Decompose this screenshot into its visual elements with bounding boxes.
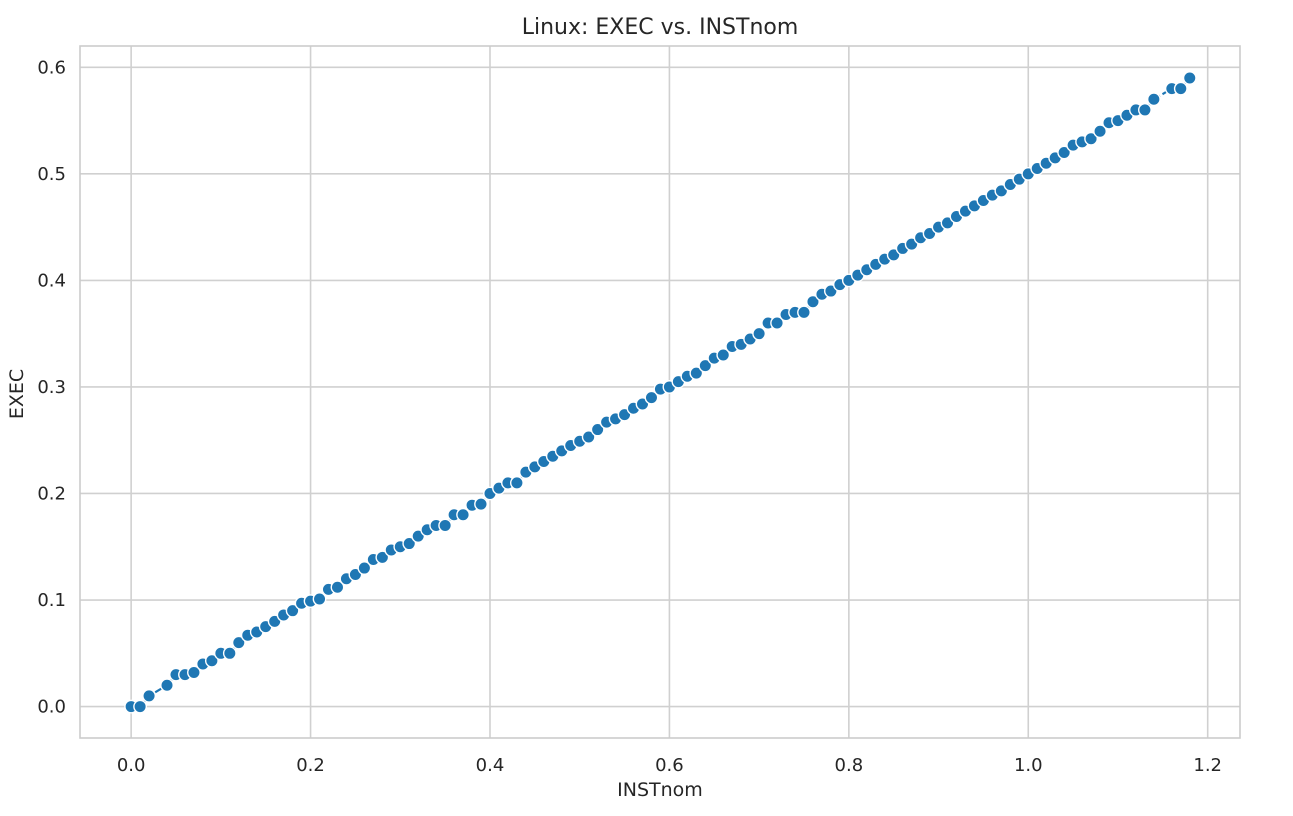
data-point <box>375 550 390 565</box>
x-tick-label: 1.2 <box>1193 755 1222 776</box>
data-point <box>1138 103 1152 117</box>
data-point <box>438 518 453 533</box>
data-point <box>474 497 488 512</box>
data-point <box>357 561 372 575</box>
grid <box>80 46 1240 738</box>
data-point <box>204 653 219 668</box>
data-point <box>1057 145 1072 160</box>
data-point <box>312 592 327 606</box>
data-point <box>456 507 470 522</box>
y-tick-label: 0.1 <box>37 590 66 611</box>
data-point <box>581 430 596 444</box>
x-tick-label: 0.0 <box>117 755 146 776</box>
data-point <box>1173 81 1188 96</box>
data-point <box>510 475 524 490</box>
data-point <box>1146 92 1161 107</box>
data-point <box>806 294 820 309</box>
y-axis-label: EXEC <box>6 369 28 419</box>
x-axis-label: INSTnom <box>617 779 703 801</box>
y-tick-label: 0.2 <box>37 483 66 504</box>
data-point <box>285 603 300 618</box>
x-tick-label: 0.6 <box>655 755 684 776</box>
data-point <box>698 358 713 373</box>
data-point <box>187 665 201 680</box>
x-tick-label: 0.4 <box>476 755 505 776</box>
x-tick-label: 1.0 <box>1014 755 1043 776</box>
data-point <box>716 348 731 362</box>
x-tick-labels: 0.0 0.2 0.4 0.6 0.8 1.0 1.2 <box>117 755 1222 776</box>
y-tick-label: 0.4 <box>37 270 66 291</box>
data-point <box>222 646 237 661</box>
data-point <box>142 689 156 703</box>
data-point <box>1084 131 1098 146</box>
y-tick-labels: 0.0 0.1 0.2 0.3 0.4 0.5 0.6 <box>37 57 66 717</box>
data-point <box>797 305 811 320</box>
series <box>124 71 1197 714</box>
data-point <box>231 635 246 650</box>
data-point <box>330 580 345 595</box>
data-point <box>133 699 148 714</box>
data-point <box>644 390 659 405</box>
data-point <box>160 678 174 693</box>
data-point <box>1182 71 1197 85</box>
plot-frame <box>79 45 1241 739</box>
y-tick-label: 0.6 <box>37 57 66 78</box>
y-tick-label: 0.5 <box>37 164 66 185</box>
x-tick-label: 0.2 <box>296 755 325 776</box>
data-point <box>590 422 605 437</box>
data-point <box>1093 124 1107 139</box>
data-point <box>402 536 417 551</box>
chart-title: Linux: EXEC vs. INSTnom <box>522 15 799 40</box>
data-point <box>689 366 704 380</box>
data-point <box>770 316 784 330</box>
y-tick-label: 0.0 <box>37 697 66 718</box>
data-point <box>752 326 767 341</box>
y-tick-label: 0.3 <box>37 377 66 398</box>
x-tick-label: 0.8 <box>835 755 864 776</box>
